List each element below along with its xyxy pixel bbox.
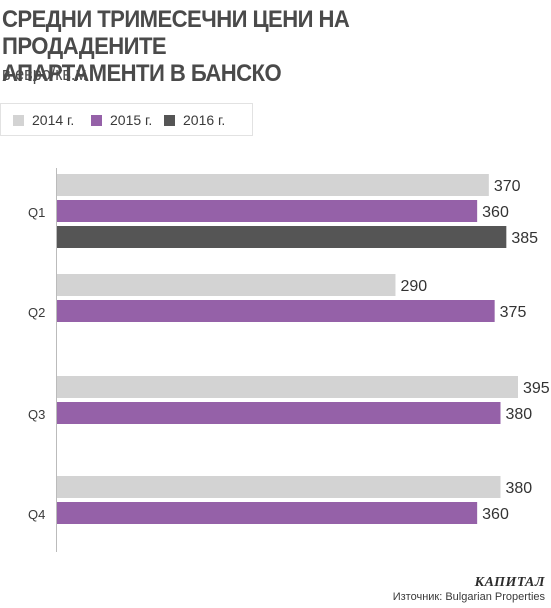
chart-title-line-1: СРЕДНИ ТРИМЕСЕЧНИ ЦЕНИ НА ПРОДАДЕНИТЕ [2,6,350,60]
legend-swatch-2014 [13,114,24,126]
data-label-q1-2016: 385 [511,230,538,247]
bar-q4-2015 [57,502,478,524]
legend-label-2015: 2015 г. [110,112,153,128]
chart-title: СРЕДНИ ТРИМЕСЕЧНИ ЦЕНИ НА ПРОДАДЕНИТЕ АП… [2,6,503,87]
bar-q1-2014 [57,174,489,196]
data-label-q4-2015: 360 [482,506,509,523]
data-label-q3-2015: 380 [505,406,532,423]
bar-q2-2015 [57,300,495,322]
chart-title-line-2: АПАРТАМЕНТИ В БАНСКО [2,60,282,87]
legend-swatch-2016 [164,114,175,126]
category-label-q4: Q4 [28,507,45,522]
legend-item-2016: 2016 г. [164,112,225,128]
bar-q4-2014 [57,476,501,498]
category-label-q1: Q1 [28,205,45,220]
legend-item-2014: 2014 г. [13,112,74,128]
data-label-q4-2014: 380 [505,480,532,497]
data-label-q1-2014: 370 [494,178,521,195]
bar-q2-2014 [57,274,396,296]
legend: 2014 г. 2015 г. 2016 г. [0,103,253,136]
legend-label-2016: 2016 г. [183,112,226,128]
chart-subtitle: в евро/кв.м [2,64,87,84]
bar-q1-2015 [57,200,478,222]
category-label-q3: Q3 [28,407,45,422]
publisher-logo: КАПИТАЛ [474,575,545,590]
category-label-q2: Q2 [28,305,45,320]
legend-swatch-2015 [91,114,102,126]
data-label-q1-2015: 360 [482,204,509,221]
data-label-q2-2015: 375 [500,304,527,321]
bar-q3-2015 [57,402,501,424]
bar-q3-2014 [57,376,518,398]
legend-item-2015: 2015 г. [91,112,152,128]
source-note: Източник: Bulgarian Properties [392,591,545,603]
data-label-q3-2014: 395 [523,380,550,397]
bar-q1-2016 [57,226,507,248]
data-label-q2-2014: 290 [400,278,427,295]
legend-label-2014: 2014 г. [32,112,75,128]
